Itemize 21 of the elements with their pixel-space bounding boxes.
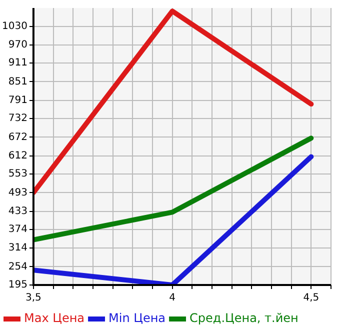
y-tick-label: 553 <box>8 168 28 180</box>
y-tick-label: 612 <box>8 150 28 162</box>
x-tick-label: 3,5 <box>25 292 42 304</box>
y-tick-label: 791 <box>8 94 28 106</box>
y-tick-label: 732 <box>8 113 28 124</box>
legend-label: Сред.Цена, т.йен <box>190 311 298 326</box>
y-tick-label: 374 <box>8 224 28 236</box>
x-tick-label: 4,5 <box>303 292 320 304</box>
y-tick-label: 314 <box>8 242 28 254</box>
y-tick-label: 970 <box>8 39 28 50</box>
y-tick-label: 433 <box>8 206 28 217</box>
y-tick-label: 672 <box>8 132 28 143</box>
y-tick-label: 493 <box>8 187 28 198</box>
legend-label: Max Цена <box>24 311 85 326</box>
y-tick-label: 195 <box>8 280 28 291</box>
y-tick-label: 254 <box>8 261 28 272</box>
x-tick-label: 4 <box>169 292 176 304</box>
y-tick-label: 911 <box>8 58 28 69</box>
y-tick-label: 1030 <box>2 20 28 32</box>
y-tick-label: 851 <box>8 76 28 88</box>
legend-label: Min Цена <box>108 311 166 326</box>
